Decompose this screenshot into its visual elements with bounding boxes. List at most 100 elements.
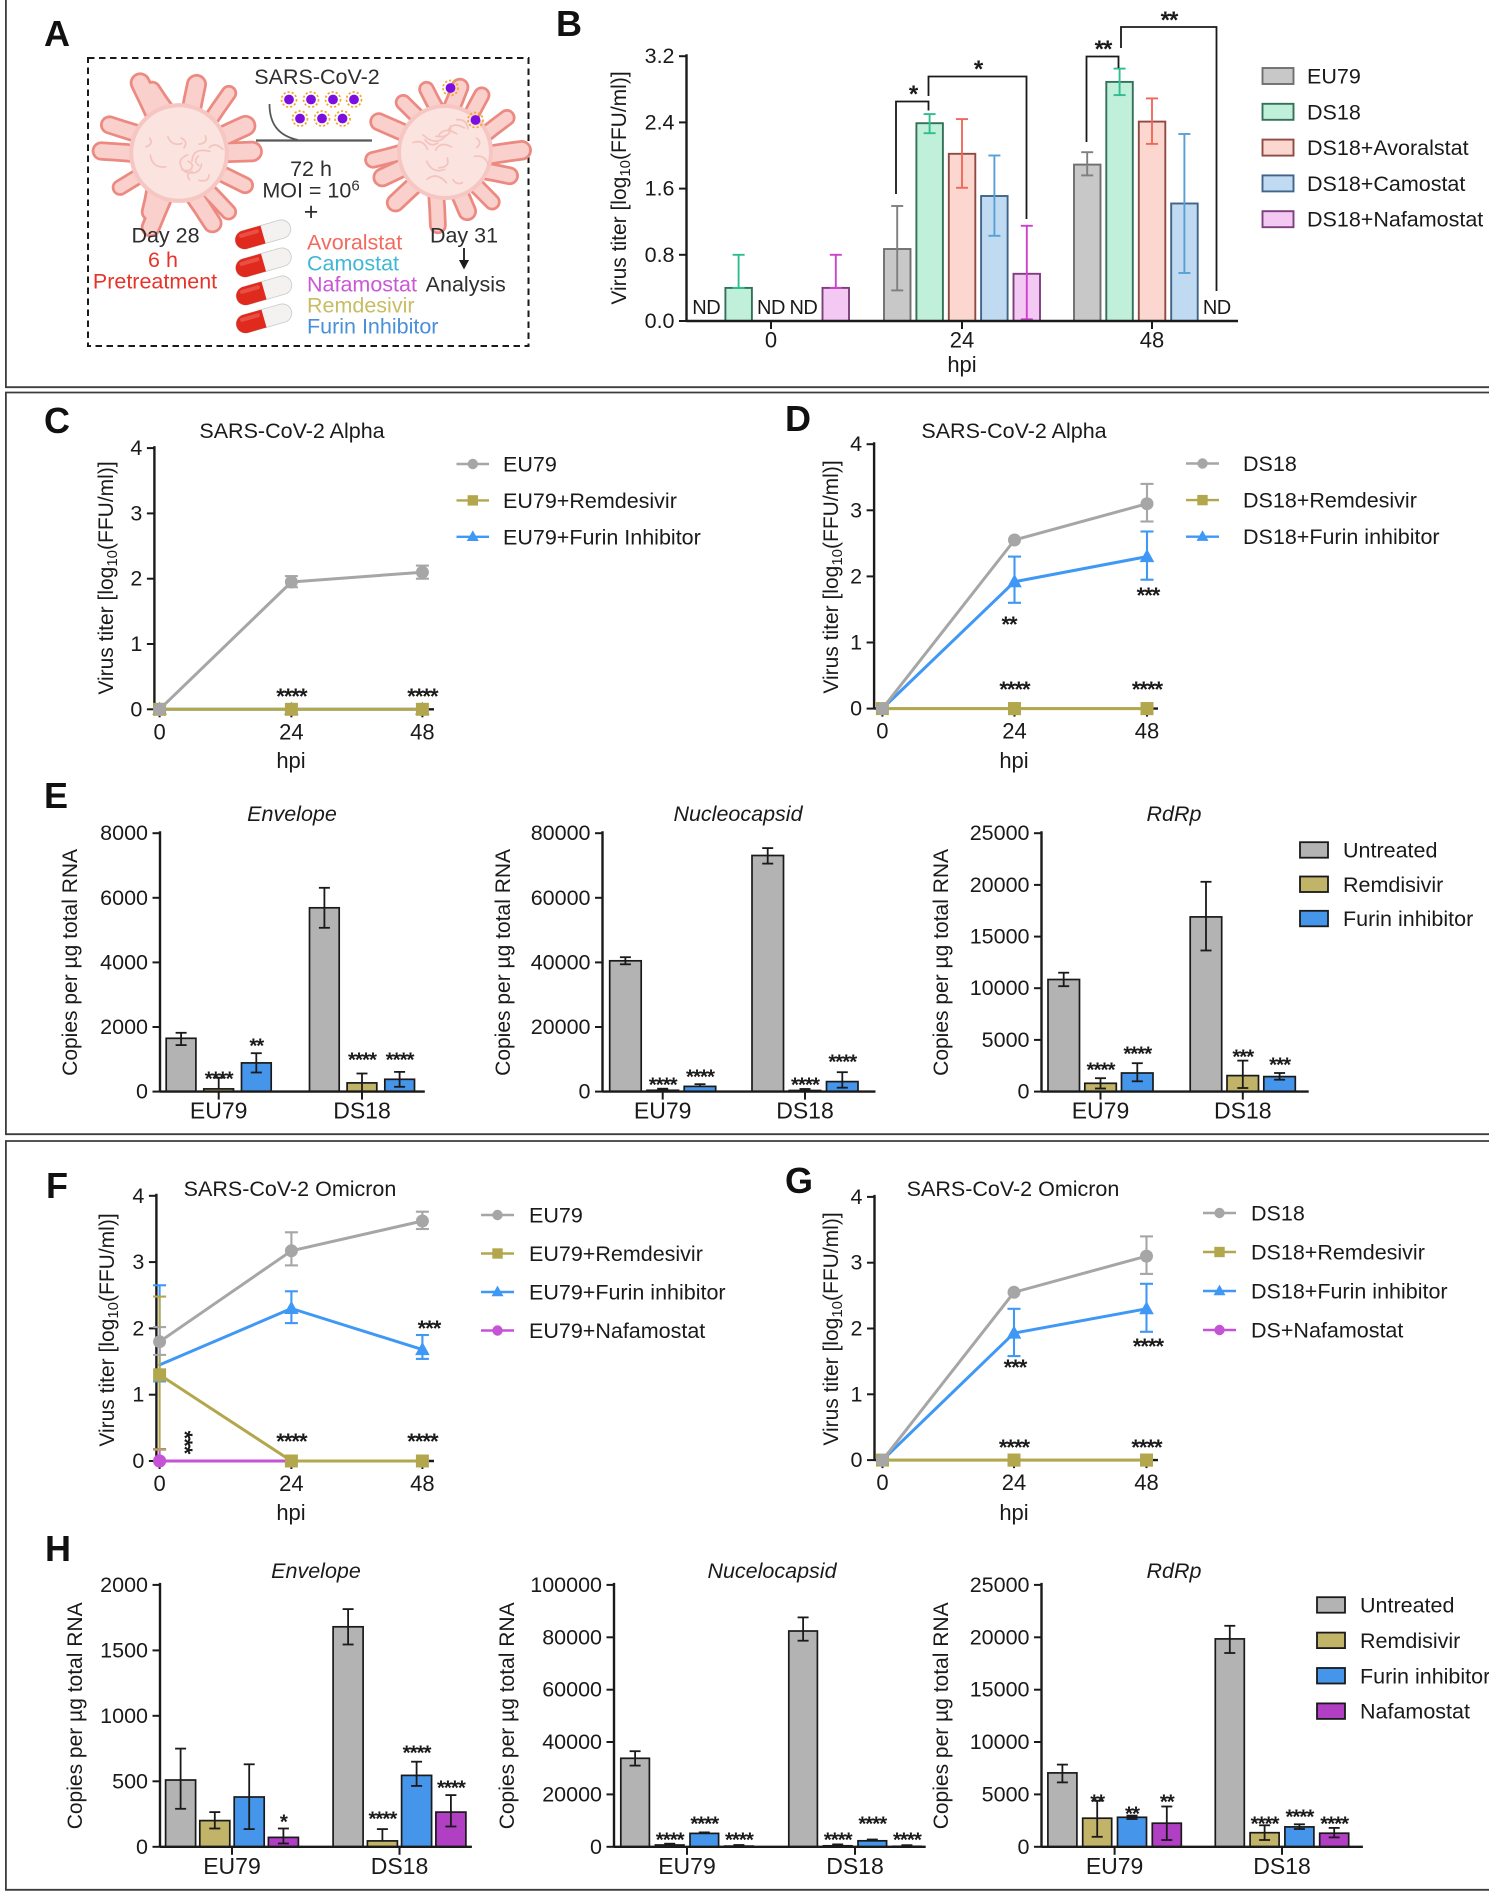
svg-text:EU79: EU79	[634, 1098, 692, 1124]
svg-text:DS18+Furin inhibitor: DS18+Furin inhibitor	[1243, 525, 1440, 549]
svg-text:***: ***	[1269, 1054, 1291, 1077]
svg-text:1: 1	[850, 631, 862, 655]
svg-text:Nucelocapsid: Nucelocapsid	[707, 1559, 837, 1583]
svg-text:0: 0	[132, 1449, 144, 1473]
svg-text:**: **	[1160, 1791, 1175, 1814]
svg-text:DS18+Camostat: DS18+Camostat	[1307, 172, 1465, 196]
svg-text:0: 0	[590, 1835, 602, 1859]
svg-text:hpi: hpi	[999, 748, 1028, 773]
svg-text:DS18: DS18	[1243, 452, 1297, 476]
svg-text:Nafamostat: Nafamostat	[307, 273, 417, 297]
svg-text:**: **	[1090, 1791, 1105, 1814]
svg-text:48: 48	[1134, 1470, 1158, 1495]
svg-text:15000: 15000	[970, 1678, 1030, 1702]
svg-text:0.8: 0.8	[645, 243, 675, 267]
svg-text:0.0: 0.0	[645, 309, 675, 333]
svg-text:6 h: 6 h	[148, 248, 178, 272]
svg-text:B: B	[556, 3, 582, 44]
svg-text:3.2: 3.2	[645, 44, 675, 68]
svg-text:****: ****	[1285, 1806, 1314, 1829]
svg-text:****: ****	[407, 1429, 439, 1454]
svg-text:ND: ND	[692, 297, 720, 319]
svg-text:10000: 10000	[970, 1730, 1030, 1754]
svg-text:Virus titer [log10(FFU/ml)]: Virus titer [log10(FFU/ml)]	[820, 1212, 846, 1445]
svg-text:****: ****	[1123, 1043, 1152, 1066]
svg-text:8000: 8000	[100, 821, 148, 845]
svg-text:Furin Inhibitor: Furin Inhibitor	[307, 315, 438, 339]
svg-text:EU79: EU79	[1086, 1853, 1144, 1879]
svg-text:3: 3	[130, 501, 142, 525]
svg-text:*: *	[909, 81, 919, 108]
svg-text:72 h: 72 h	[290, 157, 332, 181]
svg-text:60000: 60000	[542, 1678, 602, 1702]
svg-text:SARS-CoV-2 Omicron: SARS-CoV-2 Omicron	[907, 1177, 1120, 1201]
svg-text:Virus titer [log10(FFU/ml)]: Virus titer [log10(FFU/ml)]	[608, 71, 634, 304]
svg-text:Untreated: Untreated	[1343, 839, 1437, 863]
svg-text:0: 0	[851, 1448, 863, 1472]
svg-text:Day 28: Day 28	[131, 224, 199, 248]
svg-text:D: D	[785, 398, 811, 439]
svg-text:SARS-CoV-2 Alpha: SARS-CoV-2 Alpha	[921, 419, 1106, 443]
svg-text:3: 3	[850, 498, 862, 522]
svg-text:EU79: EU79	[503, 453, 557, 477]
svg-text:****: ****	[1131, 1435, 1163, 1460]
svg-text:****: ****	[437, 1777, 466, 1800]
svg-text:DS18: DS18	[333, 1098, 391, 1124]
svg-text:RdRp: RdRp	[1147, 802, 1202, 826]
svg-text:1.6: 1.6	[645, 177, 675, 201]
svg-text:E: E	[44, 775, 68, 816]
svg-text:****: ****	[1133, 1334, 1165, 1359]
svg-text:0: 0	[876, 719, 888, 744]
svg-text:1500: 1500	[100, 1638, 148, 1662]
svg-text:Envelope: Envelope	[271, 1559, 361, 1583]
svg-text:***: ***	[1004, 1355, 1028, 1380]
svg-text:DS18+Nafamostat: DS18+Nafamostat	[1307, 208, 1483, 232]
svg-text:6000: 6000	[100, 886, 148, 910]
svg-text:EU79+Furin inhibitor: EU79+Furin inhibitor	[529, 1281, 726, 1305]
svg-text:DS18+Remdesivir: DS18+Remdesivir	[1243, 489, 1417, 513]
svg-text:EU79+Nafamostat: EU79+Nafamostat	[529, 1319, 705, 1343]
svg-text:hpi: hpi	[276, 1500, 305, 1525]
svg-text:Furin inhibitor: Furin inhibitor	[1343, 907, 1473, 931]
svg-text:Analysis: Analysis	[426, 273, 506, 297]
svg-text:*: *	[974, 56, 984, 83]
svg-text:Avoralstat: Avoralstat	[307, 231, 402, 255]
svg-text:20000: 20000	[970, 873, 1030, 897]
svg-text:48: 48	[410, 1471, 434, 1496]
svg-text:Furin inhibitor: Furin inhibitor	[1360, 1664, 1489, 1688]
svg-text:****: ****	[690, 1813, 719, 1836]
svg-text:10000: 10000	[970, 976, 1030, 1000]
svg-text:****: ****	[1320, 1813, 1349, 1836]
svg-text:EU79+Remdesivir: EU79+Remdesivir	[503, 489, 677, 513]
svg-text:1: 1	[130, 632, 142, 656]
svg-text:**: **	[1161, 7, 1179, 34]
svg-text:EU79+Remdesivir: EU79+Remdesivir	[529, 1242, 703, 1266]
svg-text:MOI = 106: MOI = 106	[262, 178, 359, 203]
svg-text:****: ****	[893, 1829, 922, 1852]
svg-text:2000: 2000	[100, 1573, 148, 1597]
svg-text:****: ****	[656, 1829, 685, 1852]
svg-text:Remdisivir: Remdisivir	[1360, 1629, 1460, 1653]
svg-text:****: ****	[403, 1742, 432, 1765]
svg-text:80000: 80000	[531, 821, 591, 845]
svg-text:25000: 25000	[970, 1573, 1030, 1597]
svg-text:2: 2	[851, 1317, 863, 1341]
svg-text:EU79: EU79	[203, 1853, 261, 1879]
svg-text:H: H	[45, 1528, 71, 1569]
svg-text:DS18: DS18	[1251, 1202, 1305, 1226]
svg-text:Pretreatment: Pretreatment	[93, 270, 217, 294]
svg-text:*: *	[280, 1811, 288, 1834]
svg-text:40000: 40000	[542, 1730, 602, 1754]
svg-text:4: 4	[850, 432, 862, 456]
svg-text:15000: 15000	[970, 925, 1030, 949]
svg-text:Nucleocapsid: Nucleocapsid	[673, 802, 803, 826]
svg-text:DS18: DS18	[826, 1853, 884, 1879]
svg-text:Copies per µg total RNA: Copies per µg total RNA	[492, 849, 515, 1076]
svg-text:DS+Nafamostat: DS+Nafamostat	[1251, 1319, 1403, 1343]
svg-text:Day 31: Day 31	[430, 224, 498, 248]
svg-text:4: 4	[851, 1185, 863, 1209]
svg-text:Untreated: Untreated	[1360, 1594, 1454, 1618]
svg-text:Virus titer [log10(FFU/ml)]: Virus titer [log10(FFU/ml)]	[96, 1213, 122, 1446]
svg-text:20000: 20000	[531, 1015, 591, 1039]
svg-text:EU79+Furin Inhibitor: EU79+Furin Inhibitor	[503, 525, 701, 549]
